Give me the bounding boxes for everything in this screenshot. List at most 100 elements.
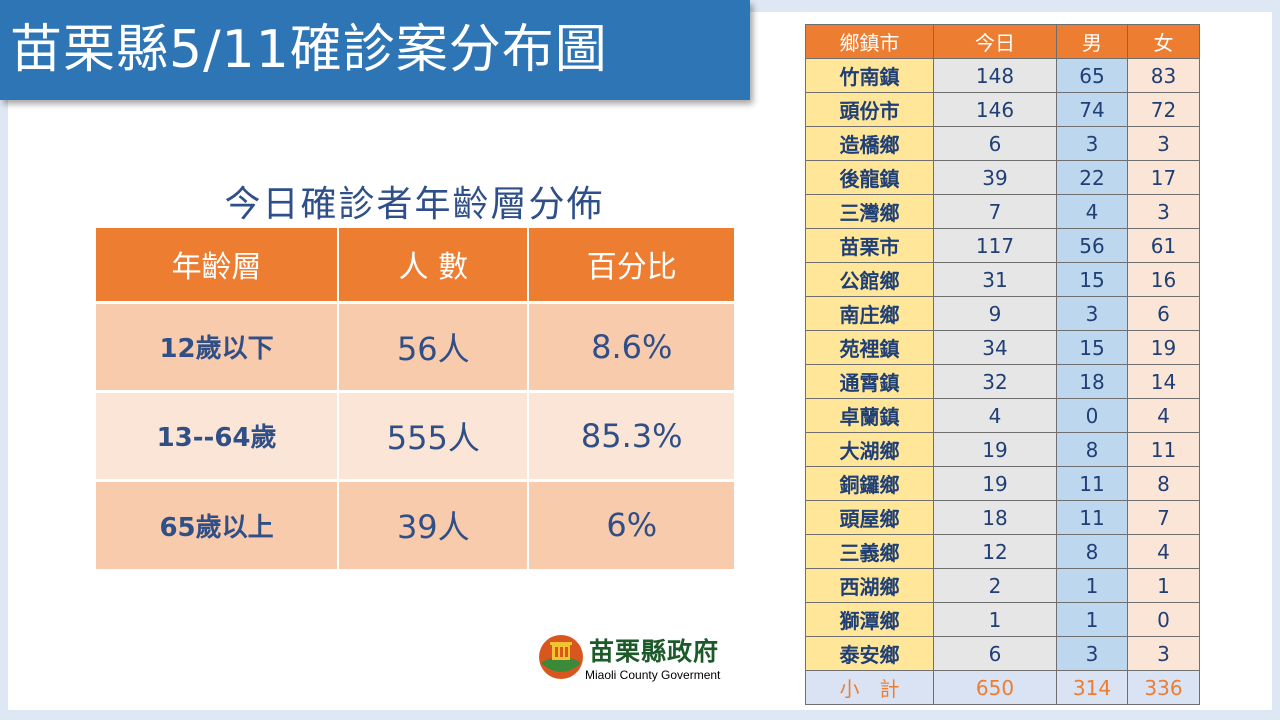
- table-row: 13--64歲 555人 85.3%: [96, 389, 734, 480]
- male-count-cell: 15: [1056, 330, 1128, 365]
- town-name-cell: 通霄鎮: [805, 364, 934, 399]
- total-today-count-cell: 650: [933, 670, 1057, 705]
- table-row: 頭屋鄉 18 11 7: [805, 500, 1200, 535]
- male-count-cell: 3: [1056, 126, 1128, 161]
- today-count-cell: 1: [933, 602, 1057, 637]
- table-row: 通霄鎮 32 18 14: [805, 364, 1200, 399]
- today-count-cell: 12: [933, 534, 1057, 569]
- age-group-header: 年齡層: [96, 228, 340, 302]
- age-table-header-row: 年齡層 人 數 百分比: [96, 228, 734, 302]
- percent-cell: 8.6%: [528, 300, 734, 391]
- town-name-cell: 三灣鄉: [805, 194, 934, 229]
- town-name-cell: 苗栗市: [805, 228, 934, 263]
- age-distribution-heading: 今日確診者年齡層分佈: [224, 184, 605, 225]
- female-count-cell: 17: [1127, 160, 1200, 195]
- today-count-cell: 117: [933, 228, 1057, 263]
- table-row: 12歲以下 56人 8.6%: [96, 300, 734, 391]
- page-title: 苗栗縣5/11確診案分布圖: [0, 0, 750, 100]
- today-count-cell: 2: [933, 568, 1057, 603]
- percent-cell: 6%: [528, 478, 734, 569]
- table-row: 三灣鄉 7 4 3: [805, 194, 1200, 229]
- female-count-cell: 3: [1127, 636, 1200, 671]
- table-row: 大湖鄉 19 8 11: [805, 432, 1200, 467]
- total-row: 小計 650 314 336: [805, 670, 1200, 705]
- male-count-cell: 3: [1056, 296, 1128, 331]
- today-count-cell: 6: [933, 126, 1057, 161]
- female-count-cell: 19: [1127, 330, 1200, 365]
- table-row: 頭份市 146 74 72: [805, 92, 1200, 127]
- male-count-cell: 65: [1056, 58, 1128, 93]
- today-count-cell: 31: [933, 262, 1057, 297]
- table-row: 銅鑼鄉 19 11 8: [805, 466, 1200, 501]
- table-row: 造橋鄉 6 3 3: [805, 126, 1200, 161]
- table-row: 西湖鄉 2 1 1: [805, 568, 1200, 603]
- today-count-cell: 148: [933, 58, 1057, 93]
- township-cases-table: 鄉鎮市 今日 男 女 竹南鎮 148 65 83 頭份市 146 74 72 造橋鄉 6 3 3 後龍鎮…: [805, 24, 1200, 705]
- table-row: 泰安鄉 6 3 3: [805, 636, 1200, 671]
- male-count-cell: 1: [1056, 568, 1128, 603]
- today-count-cell: 34: [933, 330, 1057, 365]
- town-name-cell: 卓蘭鎮: [805, 398, 934, 433]
- count-cell: 56人: [338, 300, 530, 391]
- town-name-cell: 獅潭鄉: [805, 602, 934, 637]
- logo-name-chinese: 苗栗縣政府: [589, 637, 720, 666]
- female-count-cell: 16: [1127, 262, 1200, 297]
- county-emblem-icon: [539, 635, 583, 679]
- female-count-cell: 83: [1127, 58, 1200, 93]
- county-government-logo: 苗栗縣政府 Miaoli County Goverment: [538, 632, 753, 688]
- town-name-cell: 西湖鄉: [805, 568, 934, 603]
- today-count-cell: 39: [933, 160, 1057, 195]
- table-row: 65歲以上 39人 6%: [96, 478, 734, 569]
- town-name-cell: 造橋鄉: [805, 126, 934, 161]
- male-count-cell: 8: [1056, 534, 1128, 569]
- male-count-cell: 3: [1056, 636, 1128, 671]
- female-count-cell: 3: [1127, 194, 1200, 229]
- town-table-body: 竹南鎮 148 65 83 頭份市 146 74 72 造橋鄉 6 3 3 後龍鎮 39 22 17 三灣鄉 7 4…: [805, 58, 1200, 705]
- town-name-cell: 南庄鄉: [805, 296, 934, 331]
- count-cell: 555人: [338, 389, 530, 480]
- female-count-cell: 61: [1127, 228, 1200, 263]
- town-name-cell: 公館鄉: [805, 262, 934, 297]
- female-count-cell: 7: [1127, 500, 1200, 535]
- town-name-cell: 後龍鎮: [805, 160, 934, 195]
- today-count-cell: 7: [933, 194, 1057, 229]
- today-header: 今日: [933, 24, 1057, 59]
- town-name-cell: 三義鄉: [805, 534, 934, 569]
- male-count-cell: 22: [1056, 160, 1128, 195]
- age-group-cell: 13--64歲: [96, 389, 340, 480]
- table-row: 卓蘭鎮 4 0 4: [805, 398, 1200, 433]
- table-row: 三義鄉 12 8 4: [805, 534, 1200, 569]
- today-count-cell: 32: [933, 364, 1057, 399]
- frame-right: [1272, 0, 1280, 720]
- table-row: 苗栗市 117 56 61: [805, 228, 1200, 263]
- count-header: 人 數: [338, 228, 530, 302]
- table-row: 後龍鎮 39 22 17: [805, 160, 1200, 195]
- today-count-cell: 6: [933, 636, 1057, 671]
- town-name-cell: 泰安鄉: [805, 636, 934, 671]
- town-name-cell: 頭份市: [805, 92, 934, 127]
- male-count-cell: 0: [1056, 398, 1128, 433]
- logo-name-english: Miaoli County Goverment: [585, 668, 721, 682]
- male-count-cell: 18: [1056, 364, 1128, 399]
- age-distribution-table: 年齡層 人 數 百分比 12歲以下 56人 8.6% 13--64歲 555人 …: [96, 228, 734, 569]
- female-count-cell: 6: [1127, 296, 1200, 331]
- female-count-cell: 4: [1127, 398, 1200, 433]
- table-row: 竹南鎮 148 65 83: [805, 58, 1200, 93]
- male-count-cell: 8: [1056, 432, 1128, 467]
- female-count-cell: 3: [1127, 126, 1200, 161]
- female-count-cell: 8: [1127, 466, 1200, 501]
- today-count-cell: 146: [933, 92, 1057, 127]
- table-row: 苑裡鎮 34 15 19: [805, 330, 1200, 365]
- female-count-cell: 1: [1127, 568, 1200, 603]
- today-count-cell: 4: [933, 398, 1057, 433]
- town-header: 鄉鎮市: [805, 24, 934, 59]
- total-female-count-cell: 336: [1127, 670, 1200, 705]
- female-count-cell: 11: [1127, 432, 1200, 467]
- female-count-cell: 0: [1127, 602, 1200, 637]
- female-count-cell: 72: [1127, 92, 1200, 127]
- age-group-cell: 12歲以下: [96, 300, 340, 391]
- table-row: 獅潭鄉 1 1 0: [805, 602, 1200, 637]
- today-count-cell: 18: [933, 500, 1057, 535]
- male-count-cell: 1: [1056, 602, 1128, 637]
- female-count-cell: 14: [1127, 364, 1200, 399]
